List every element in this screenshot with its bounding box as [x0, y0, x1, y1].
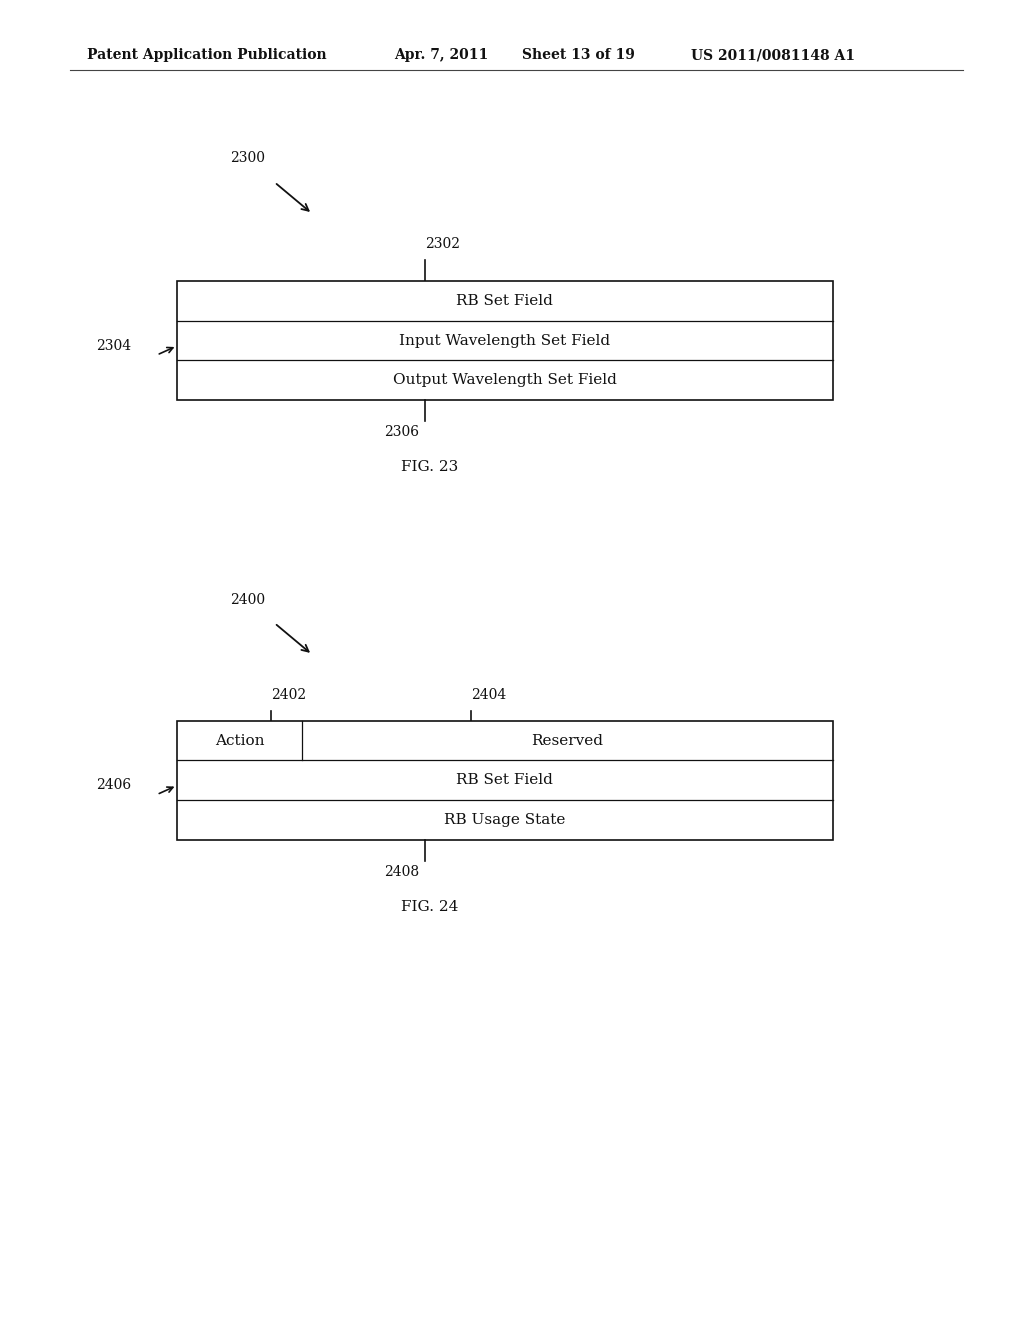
Text: 2300: 2300 [230, 150, 265, 165]
Text: 2304: 2304 [96, 339, 131, 352]
Text: 2302: 2302 [425, 236, 460, 251]
Text: Patent Application Publication: Patent Application Publication [87, 49, 327, 62]
Text: RB Usage State: RB Usage State [444, 813, 565, 826]
Text: Reserved: Reserved [531, 734, 603, 747]
Text: FIG. 24: FIG. 24 [401, 900, 459, 913]
Text: RB Set Field: RB Set Field [457, 774, 553, 787]
Text: Action: Action [215, 734, 264, 747]
Bar [177, 721, 833, 840]
Text: RB Set Field: RB Set Field [457, 294, 553, 308]
Text: FIG. 23: FIG. 23 [401, 461, 459, 474]
Text: 2404: 2404 [471, 688, 506, 702]
Text: Sheet 13 of 19: Sheet 13 of 19 [522, 49, 635, 62]
Text: 2406: 2406 [96, 779, 131, 792]
Text: 2402: 2402 [271, 688, 306, 702]
Text: Output Wavelength Set Field: Output Wavelength Set Field [393, 374, 616, 387]
Text: 2306: 2306 [384, 425, 419, 440]
Text: US 2011/0081148 A1: US 2011/0081148 A1 [691, 49, 855, 62]
Text: 2408: 2408 [384, 865, 419, 879]
Text: Apr. 7, 2011: Apr. 7, 2011 [394, 49, 488, 62]
Text: 2400: 2400 [230, 593, 265, 607]
Text: Input Wavelength Set Field: Input Wavelength Set Field [399, 334, 610, 347]
Bar [177, 281, 833, 400]
